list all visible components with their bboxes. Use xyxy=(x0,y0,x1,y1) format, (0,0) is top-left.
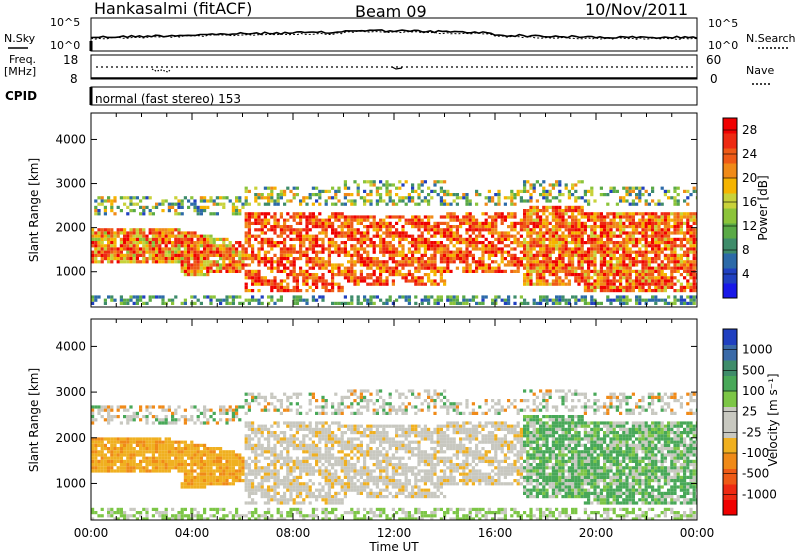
freq-label-line2: [MHz] xyxy=(4,65,36,78)
nave-label: Nave xyxy=(746,64,774,77)
x-tick-label: 04:00 xyxy=(175,526,210,540)
y-tick-label: 1000 xyxy=(55,265,86,279)
noise-bottom-tick-right: 10^0 xyxy=(708,39,738,52)
velocity-heatmap xyxy=(91,389,697,520)
colorbar-tick-label: 8 xyxy=(742,243,750,257)
colorbar-tick-label: 500 xyxy=(742,363,765,377)
cpid-value: normal (fast stereo) 153 xyxy=(95,92,241,106)
freq-right-top: 60 xyxy=(706,53,721,67)
noise-panel: N.Sky 10^5 10^0 10^5 10^0 N.Search xyxy=(4,16,796,52)
cpid-panel: CPID normal (fast stereo) 153 xyxy=(5,86,698,106)
x-axis-label: Time UT xyxy=(368,540,419,554)
noise-sky-series xyxy=(90,29,698,40)
power-colorbar: 4 8 12 16 20 24 28 Power [dB] xyxy=(722,117,770,299)
y-tick-label: 3000 xyxy=(55,385,86,399)
colorbar-tick-label: -1000 xyxy=(742,487,777,501)
x-tick-label: 16:00 xyxy=(478,526,513,540)
colorbar-tick-label: 25 xyxy=(742,405,757,419)
power-colorbar-label: Power [dB] xyxy=(756,175,770,240)
power-panel: 1000 2000 3000 4000 Slant Range [km] xyxy=(27,112,698,308)
x-tick-label: 00:00 xyxy=(680,526,715,540)
colorbar-tick-label: -500 xyxy=(742,467,769,481)
x-tick-label: 00:00 xyxy=(74,526,109,540)
freq-left-top: 18 xyxy=(63,53,78,67)
y-tick-label: 1000 xyxy=(55,476,86,490)
velocity-panel: 1000 2000 3000 4000 Slant Range [km] xyxy=(27,318,698,521)
power-heatmap xyxy=(91,180,697,305)
date-title: 10/Nov/2011 xyxy=(585,0,688,19)
velocity-colorbar-label: Velocity [m s⁻¹] xyxy=(766,373,780,466)
noise-bottom-tick-left: 10^0 xyxy=(50,39,80,52)
y-tick-label: 4000 xyxy=(55,132,86,146)
x-tick-label: 12:00 xyxy=(377,526,412,540)
colorbar-tick-label: 1000 xyxy=(742,343,773,357)
frequency-panel: Freq. [MHz] 18 8 60 0 Nave xyxy=(4,53,774,86)
colorbar-tick-label: 100 xyxy=(742,384,765,398)
station-title: Hankasalmi (fitACF) xyxy=(94,0,252,18)
freq-left-bottom: 8 xyxy=(70,72,78,86)
colorbar-tick-label: 28 xyxy=(742,123,757,137)
velocity-y-axis-label: Slant Range [km] xyxy=(27,368,41,472)
velocity-colorbar: 1000 500 100 25 -25 -100 -500 -1000 Velocity [m… xyxy=(722,328,780,516)
colorbar-tick-label: 12 xyxy=(742,219,757,233)
y-tick-label: 2000 xyxy=(55,431,86,445)
colorbar-tick-label: 20 xyxy=(742,171,757,185)
power-y-axis-label: Slant Range [km] xyxy=(27,158,41,262)
colorbar-tick-label: -25 xyxy=(742,425,762,439)
x-tick-label: 20:00 xyxy=(579,526,614,540)
y-tick-label: 4000 xyxy=(55,339,86,353)
y-tick-label: 3000 xyxy=(55,177,86,191)
y-tick-label: 2000 xyxy=(55,221,86,235)
colorbar-tick-label: 24 xyxy=(742,147,757,161)
cpid-label: CPID xyxy=(5,89,37,103)
colorbar-tick-label: 4 xyxy=(742,267,750,281)
freq-right-bottom: 0 xyxy=(710,72,718,86)
x-tick-label: 08:00 xyxy=(276,526,311,540)
beam-title: Beam 09 xyxy=(355,2,427,21)
colorbar-tick-label: 16 xyxy=(742,195,757,209)
colorbar-tick-label: -100 xyxy=(742,446,769,460)
noise-search-label: N.Search xyxy=(746,32,796,45)
noise-top-tick-left: 10^5 xyxy=(50,16,80,29)
noise-top-tick-right: 10^5 xyxy=(708,17,738,30)
noise-sky-label: N.Sky xyxy=(4,32,36,45)
freq-label-line1: Freq. xyxy=(9,53,36,66)
